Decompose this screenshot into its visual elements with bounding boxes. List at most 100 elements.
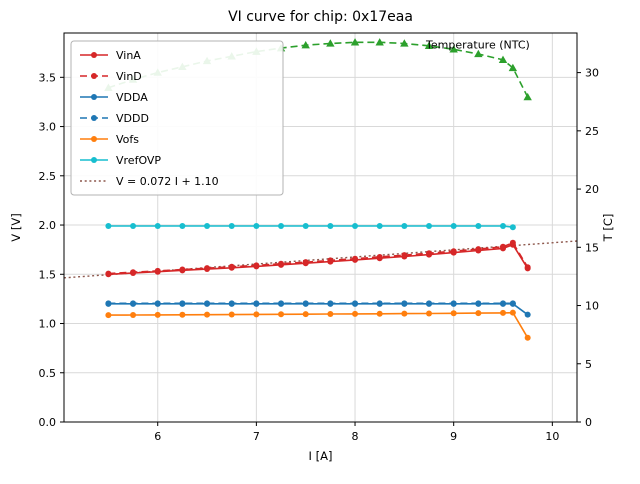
marker-Vofs: [500, 309, 507, 316]
marker-VrefOVP: [352, 223, 359, 230]
marker-Vofs: [228, 311, 235, 318]
marker-VrefOVP: [302, 223, 309, 230]
marker-VDDD: [509, 300, 516, 307]
marker-Vofs: [376, 310, 383, 317]
marker-VDDD: [105, 300, 112, 307]
marker-VinD: [253, 262, 260, 269]
marker-VrefOVP: [204, 223, 211, 230]
marker-VDDD: [154, 300, 161, 307]
marker-Temperature (NTC): [474, 49, 483, 58]
marker-VDDD: [352, 300, 359, 307]
series-line-Vofs: [108, 311, 529, 339]
marker-VrefOVP: [154, 223, 161, 230]
marker-VrefOVP: [179, 223, 186, 230]
marker-Temperature (NTC): [350, 38, 360, 46]
marker-VinD: [426, 250, 433, 257]
legend-marker-VrefOVP: [91, 157, 97, 163]
marker-VinD: [450, 248, 457, 255]
marker-VDDD: [426, 300, 433, 307]
marker-VinD: [302, 259, 309, 266]
marker-VrefOVP: [105, 223, 112, 230]
marker-VrefOVP: [500, 223, 507, 230]
y-tick-label-left: 0.0: [39, 416, 57, 429]
marker-VinD: [524, 264, 531, 271]
marker-VrefOVP: [475, 223, 482, 230]
temperature-annotation: Temperature (NTC): [425, 39, 530, 52]
legend-label: Vofs: [116, 133, 139, 146]
legend-marker-VDDD: [91, 115, 97, 121]
marker-VDDA: [524, 311, 531, 318]
marker-Temperature (NTC): [375, 38, 384, 46]
marker-VDDD: [179, 300, 186, 307]
y-tick-label-left: 1.5: [39, 268, 57, 281]
y-tick-label-right: 10: [585, 300, 599, 313]
legend-marker-VinA: [91, 52, 97, 58]
marker-VDDD: [475, 300, 482, 307]
marker-Vofs: [426, 310, 433, 317]
marker-Vofs: [302, 311, 309, 318]
legend-marker-VDDA: [91, 94, 97, 100]
marker-VinD: [352, 255, 359, 262]
legend-label: VDDD: [116, 112, 149, 125]
x-tick-label: 8: [352, 430, 359, 443]
marker-VinD: [228, 263, 235, 270]
marker-VDDD: [327, 300, 334, 307]
marker-VrefOVP: [426, 223, 433, 230]
marker-VrefOVP: [376, 223, 383, 230]
marker-VrefOVP: [130, 223, 137, 230]
marker-VDDD: [500, 300, 507, 307]
marker-VDDD: [253, 300, 260, 307]
y-axis-label-left: V [V]: [9, 213, 23, 241]
marker-Temperature (NTC): [326, 39, 335, 47]
y-tick-label-left: 2.0: [39, 219, 57, 232]
marker-Vofs: [475, 310, 482, 317]
x-tick-label: 10: [545, 430, 559, 443]
y-tick-label-left: 3.5: [39, 71, 57, 84]
marker-Vofs: [450, 310, 457, 317]
legend-label: VinA: [116, 49, 141, 62]
series-line-VrefOVP: [108, 225, 513, 228]
y-tick-label-right: 25: [585, 125, 599, 138]
y-tick-label-right: 5: [585, 358, 592, 371]
marker-VrefOVP: [509, 224, 516, 231]
marker-VDDD: [376, 300, 383, 307]
marker-VDDD: [130, 300, 137, 307]
marker-VinD: [327, 257, 334, 264]
marker-VinD: [475, 246, 482, 253]
y-tick-label-right: 0: [585, 416, 592, 429]
y-tick-label-right: 20: [585, 183, 599, 196]
marker-VDDD: [278, 300, 285, 307]
marker-VinD: [500, 243, 507, 250]
marker-Vofs: [278, 311, 285, 318]
x-tick-label: 9: [450, 430, 457, 443]
marker-VrefOVP: [450, 223, 457, 230]
marker-VrefOVP: [253, 223, 260, 230]
marker-VinD: [105, 270, 112, 277]
marker-VinD: [278, 260, 285, 267]
series-line-VinD: [108, 241, 529, 275]
marker-VinD: [154, 267, 161, 274]
legend-label: VrefOVP: [116, 154, 161, 167]
marker-VDDD: [228, 300, 235, 307]
marker-Vofs: [253, 311, 260, 318]
marker-Temperature (NTC): [424, 41, 434, 50]
marker-Temperature (NTC): [523, 92, 532, 101]
marker-Temperature (NTC): [508, 63, 518, 72]
marker-Vofs: [509, 309, 516, 316]
x-tick-label: 6: [154, 430, 161, 443]
y-tick-label-left: 2.5: [39, 170, 57, 183]
marker-VrefOVP: [228, 223, 235, 230]
x-tick-label: 7: [253, 430, 260, 443]
marker-Temperature (NTC): [400, 39, 409, 47]
y-tick-label-left: 0.5: [39, 367, 57, 380]
marker-Vofs: [130, 312, 137, 319]
marker-Vofs: [401, 310, 408, 317]
marker-VrefOVP: [401, 223, 408, 230]
marker-VrefOVP: [327, 223, 334, 230]
marker-VDDD: [204, 300, 211, 307]
marker-VrefOVP: [278, 223, 285, 230]
marker-VinD: [376, 253, 383, 260]
marker-VDDD: [450, 300, 457, 307]
